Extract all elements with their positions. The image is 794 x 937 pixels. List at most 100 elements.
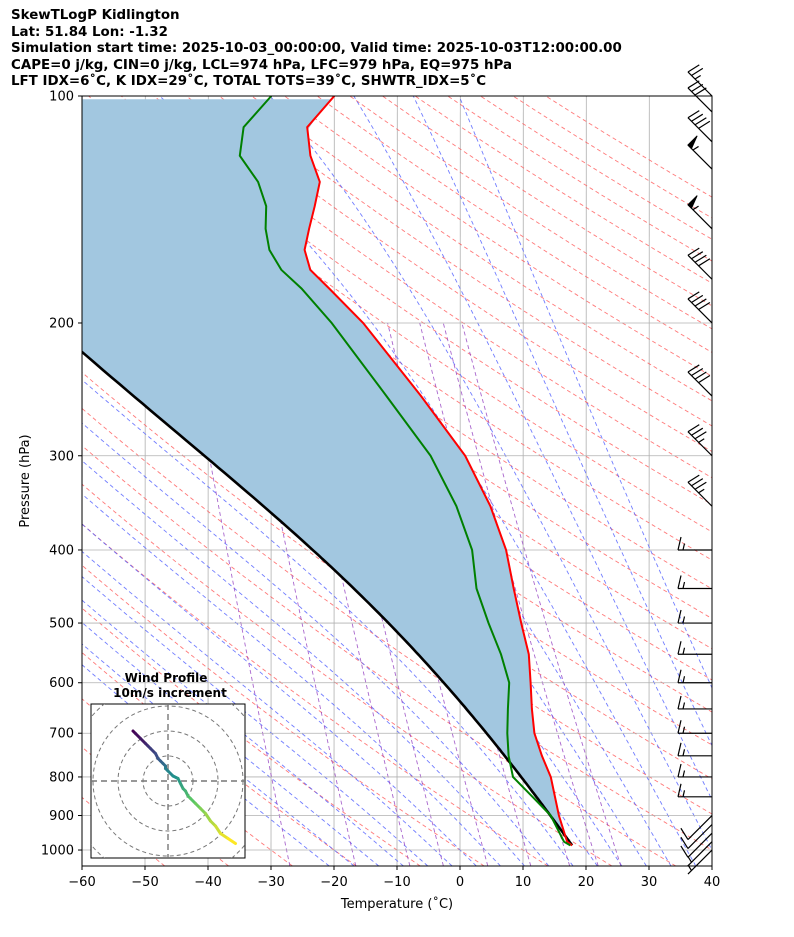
- barb-staff: [687, 824, 713, 849]
- barb-full: [694, 371, 707, 380]
- barb-half: [682, 616, 686, 624]
- barb-full: [687, 247, 700, 256]
- y-tick-label: 500: [49, 617, 74, 632]
- moist-adiabat-line: [82, 379, 574, 866]
- y-tick-label: 800: [49, 770, 74, 785]
- wind-barbs: [677, 64, 713, 875]
- x-tick-label: −10: [383, 875, 410, 890]
- moist-adiabat-line: [458, 96, 712, 690]
- barb-half: [692, 205, 699, 211]
- hodograph-ring: [117, 730, 219, 832]
- barb-staff: [687, 254, 713, 280]
- x-tick-label: −60: [68, 875, 95, 890]
- barb-staff: [687, 841, 713, 867]
- dry-adiabat-line: [545, 96, 712, 198]
- y-tick-label: 400: [49, 543, 74, 558]
- wind-barb: [677, 641, 712, 655]
- wind-barb: [677, 742, 712, 757]
- moist-adiabat-line: [82, 523, 477, 866]
- x-tick-label: 0: [456, 875, 464, 890]
- barb-full: [687, 110, 700, 119]
- wind-barb: [680, 824, 713, 849]
- dry-adiabat-line: [382, 96, 712, 307]
- barb-half: [698, 488, 705, 494]
- dry-adiabat-line: [512, 96, 712, 219]
- barb-full: [694, 254, 707, 263]
- barb-full: [677, 763, 682, 778]
- wind-barb: [687, 291, 713, 324]
- x-tick-label: −50: [131, 875, 158, 890]
- barb-half: [682, 581, 686, 589]
- x-tick-label: −20: [320, 875, 347, 890]
- wind-barb: [687, 424, 713, 457]
- x-tick-label: −30: [257, 875, 284, 890]
- hodograph-segment: [204, 812, 212, 823]
- wind-barb: [677, 763, 712, 778]
- wind-barb: [677, 720, 712, 734]
- mixing-ratio-line: [442, 322, 599, 866]
- moist-adiabat-line: [412, 96, 712, 747]
- barb-half: [682, 702, 686, 710]
- dry-adiabat-line: [186, 96, 712, 453]
- dry-adiabat-line: [82, 371, 712, 815]
- moist-adiabat-line: [159, 96, 697, 866]
- wind-barb: [677, 783, 712, 798]
- barb-full: [691, 67, 704, 77]
- barb-full: [687, 64, 700, 73]
- dry-adiabat-line: [447, 96, 712, 262]
- barb-full: [698, 258, 711, 267]
- moist-adiabat-line: [82, 643, 355, 866]
- wind-barb: [677, 575, 712, 590]
- barb-staff: [687, 298, 713, 324]
- moist-adiabat-line: [353, 96, 712, 801]
- barb-staff: [687, 815, 713, 840]
- wind-barb: [687, 135, 713, 170]
- chart-title: SkewTLogP Kidlington: [11, 8, 180, 23]
- barb-staff: [687, 144, 713, 170]
- barb-half: [682, 749, 686, 756]
- x-axis-ticks: −60 −50 −40 −30 −20 −10 0 10 20 30 40: [68, 866, 720, 890]
- y-tick-label: 1000: [41, 844, 74, 859]
- wind-barb: [687, 195, 713, 230]
- moist-adiabat-line: [82, 422, 550, 866]
- moist-adiabat-line: [82, 460, 525, 866]
- barb-full: [687, 424, 700, 433]
- x-tick-label: 40: [704, 875, 721, 890]
- cape-shading: [82, 99, 573, 846]
- wind-barb: [687, 110, 713, 143]
- barb-staff: [687, 87, 713, 113]
- time-line: Simulation start time: 2025-10-03_00:00:…: [11, 41, 622, 57]
- barb-half: [682, 790, 686, 797]
- y-axis-label: Pressure (hPa): [18, 434, 33, 527]
- x-tick-label: 10: [515, 875, 532, 890]
- barb-full: [687, 291, 700, 300]
- barb-full: [691, 367, 704, 377]
- barb-full: [677, 783, 682, 797]
- barb-full: [691, 478, 704, 487]
- wind-barb: [680, 815, 713, 840]
- barb-flag: [687, 195, 698, 210]
- wind-barb: [687, 247, 713, 280]
- moist-adiabat-line: [82, 493, 501, 866]
- hodograph-segment: [226, 837, 237, 845]
- barb-staff: [687, 71, 713, 97]
- barb-flag: [687, 135, 698, 150]
- y-tick-label: 100: [49, 90, 74, 105]
- moist-adiabat-line: [82, 550, 453, 866]
- wind-barb: [677, 669, 712, 684]
- barb-full: [694, 298, 707, 307]
- dry-adiabat-line: [251, 96, 712, 402]
- dewpoint-line: [238, 96, 571, 847]
- wind-barb: [687, 364, 713, 397]
- mixing-ratio-line: [184, 322, 291, 866]
- y-tick-label: 700: [49, 727, 74, 742]
- hodograph-subtitle: 10m/s increment: [113, 686, 227, 700]
- barb-staff: [687, 849, 713, 875]
- barb-full: [677, 575, 682, 589]
- barb-staff: [687, 371, 713, 397]
- moist-adiabat-line: [82, 599, 404, 866]
- y-axis-ticks: 1000 900 800 700 600 500 400 300 200 100: [41, 90, 82, 859]
- barb-full: [680, 827, 689, 840]
- barb-full: [680, 845, 689, 858]
- wind-barb: [680, 832, 713, 858]
